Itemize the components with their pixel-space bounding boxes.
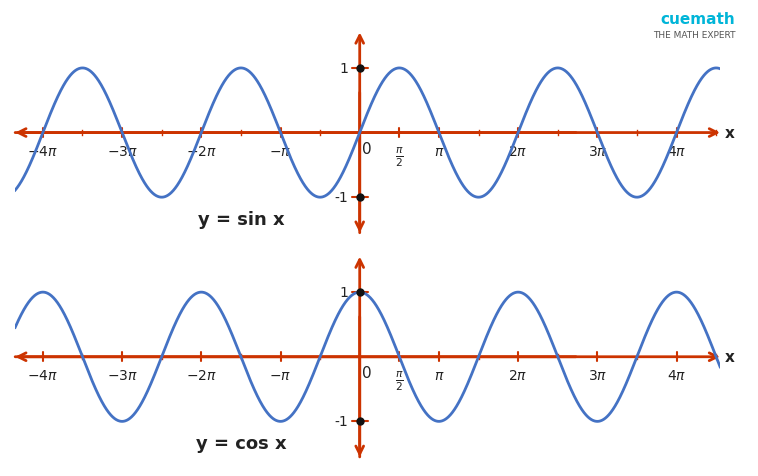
- Text: $4\pi$: $4\pi$: [667, 368, 686, 383]
- Text: x: x: [725, 126, 735, 141]
- Text: $-2\pi$: $-2\pi$: [186, 368, 217, 383]
- Text: $\frac{\pi}{2}$: $\frac{\pi}{2}$: [395, 368, 404, 392]
- Text: $\pi$: $\pi$: [434, 368, 444, 383]
- Text: $-2\pi$: $-2\pi$: [186, 145, 217, 159]
- Text: $2\pi$: $2\pi$: [509, 368, 528, 383]
- Text: $-4\pi$: $-4\pi$: [27, 368, 58, 383]
- Text: 0: 0: [362, 366, 371, 380]
- Text: $-\pi$: $-\pi$: [269, 145, 292, 159]
- Text: x: x: [725, 349, 735, 365]
- Text: $-4\pi$: $-4\pi$: [27, 145, 58, 159]
- Text: $4\pi$: $4\pi$: [667, 145, 686, 159]
- Text: $3\pi$: $3\pi$: [587, 368, 607, 383]
- Text: $3\pi$: $3\pi$: [587, 145, 607, 159]
- Text: y = cos x: y = cos x: [196, 434, 287, 452]
- Text: $-3\pi$: $-3\pi$: [107, 145, 138, 159]
- Text: 0: 0: [362, 142, 371, 157]
- Text: 1: 1: [339, 62, 348, 76]
- Text: $\pi$: $\pi$: [434, 145, 444, 159]
- Text: -1: -1: [334, 191, 348, 205]
- Text: y = sin x: y = sin x: [198, 210, 284, 228]
- Text: cuemath: cuemath: [660, 12, 735, 27]
- Text: $2\pi$: $2\pi$: [509, 145, 528, 159]
- Text: THE MATH EXPERT: THE MATH EXPERT: [653, 31, 735, 40]
- Text: $-3\pi$: $-3\pi$: [107, 368, 138, 383]
- Text: $\frac{\pi}{2}$: $\frac{\pi}{2}$: [395, 145, 404, 169]
- Text: 1: 1: [339, 286, 348, 299]
- Text: $-\pi$: $-\pi$: [269, 368, 292, 383]
- Text: -1: -1: [334, 415, 348, 428]
